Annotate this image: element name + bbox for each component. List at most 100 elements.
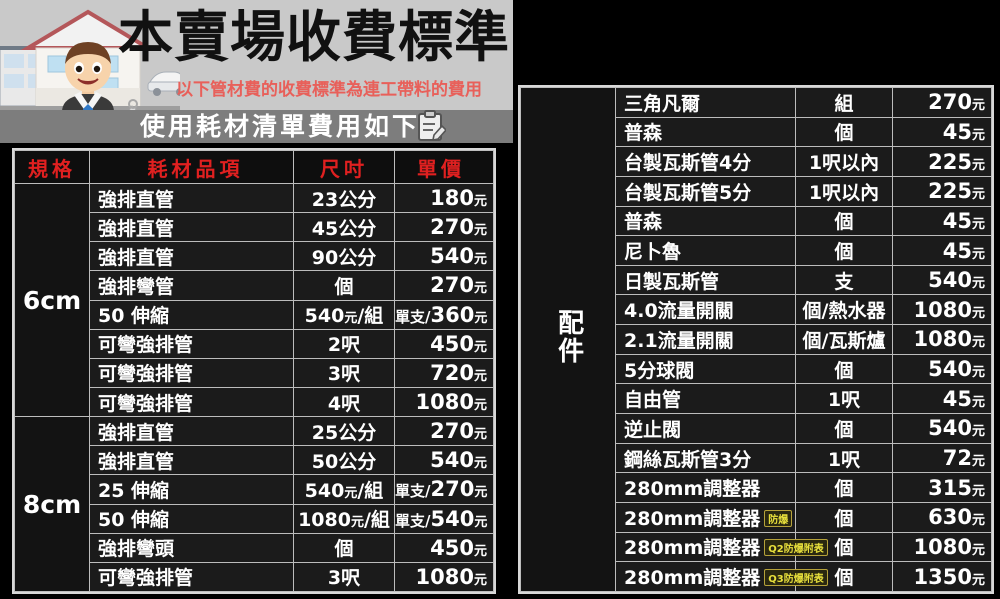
table-row: 280mm調整器 Q2防爆附表個 1080元 <box>521 531 992 563</box>
item-name-cell: 可彎強排管 <box>89 328 294 359</box>
size-cell: 個/熱水器 <box>795 294 893 326</box>
size-cell: 23公分 <box>293 182 395 214</box>
item-name-cell: 280mm調整器 <box>615 472 796 503</box>
table-row: 8cm 強排直管 25公分 270元 <box>14 416 494 592</box>
item-name-cell: 強排直管 <box>89 416 294 447</box>
table-row: 2.1流量開關 個/瓦斯爐 1080元 <box>521 324 992 355</box>
size-cell: 個/瓦斯爐 <box>795 324 893 355</box>
accessories-table-grid: 配件 三角凡爾組 270元 普森個 45元 台製瓦斯管4分 1呎以內 225元 台製瓦斯管5分 1… <box>520 87 992 592</box>
table-row: 280mm調整器 Q3防爆附表個 1350元 <box>521 561 992 592</box>
clipboard-icon <box>418 110 446 142</box>
table-row: 尼卜魯個 45元 <box>521 235 992 266</box>
table-row: 強排直管 45公分 270元 <box>15 212 494 243</box>
table-row: 台製瓦斯管4分 1呎以內 225元 <box>521 146 992 177</box>
item-name-cell: 280mm調整器 防爆 <box>615 501 796 533</box>
price-cell: 72元 <box>892 442 992 474</box>
size-cell: 個 <box>293 532 395 563</box>
item-name-cell: 強排彎管 <box>89 270 294 301</box>
table-row: 可彎強排管 3呎 720元 <box>15 357 494 388</box>
size-cell: 個 <box>293 270 395 301</box>
banner-subtitle: 以下管材費的收費標準為連工帶料的費用 <box>176 80 482 100</box>
price-cell: 225元 <box>892 146 992 177</box>
size-cell: 個 <box>795 413 893 444</box>
price-cell: 540元 <box>892 413 992 444</box>
price-cell: 720元 <box>394 357 494 388</box>
size-cell: 個 <box>795 531 893 563</box>
item-name-cell: 鋼絲瓦斯管3分 <box>615 442 796 474</box>
table-row: 50 伸縮 540元/組 單支/360元 <box>15 299 494 330</box>
item-name-cell: 4.0流量開關 <box>615 294 796 326</box>
item-name-cell: 普森 <box>615 205 796 237</box>
item-name-cell: 台製瓦斯管4分 <box>615 146 796 177</box>
price-cell: 1350元 <box>892 561 992 592</box>
size-cell: 1呎 <box>795 442 893 474</box>
size-cell: 1呎以內 <box>795 146 893 177</box>
page-title: 本賣場收費標準 <box>118 5 511 69</box>
price-cell: 270元 <box>394 212 494 243</box>
size-cell: 3呎 <box>293 561 395 593</box>
table-row: 4.0流量開關 個/熱水器 1080元 <box>521 294 992 326</box>
item-name-cell: 強排直管 <box>89 182 294 214</box>
column-header-3: 單價 <box>394 150 494 184</box>
category-cell: 配件 <box>520 87 616 592</box>
table-row: 5分球閥個 540元 <box>521 353 992 385</box>
price-cell: 225元 <box>892 175 992 207</box>
price-cell: 270元 <box>892 87 992 118</box>
size-cell: 個 <box>795 353 893 385</box>
item-name-cell: 逆止閥 <box>615 413 796 444</box>
price-cell: 45元 <box>892 205 992 237</box>
price-cell: 540元 <box>892 264 992 296</box>
table-row: 普森個 45元 <box>521 205 992 237</box>
table-row: 強排彎頭個 450元 <box>15 532 494 563</box>
table-row: 配件 三角凡爾組 270元 <box>520 87 992 592</box>
item-name-cell: 280mm調整器 Q2防爆附表 <box>615 531 828 563</box>
spec-cell: 8cm <box>14 416 90 592</box>
item-name-cell: 強排直管 <box>89 445 294 476</box>
banner-strip-text: 使用耗材清單費用如下 <box>140 112 421 141</box>
table-row: 逆止閥個 540元 <box>521 413 992 444</box>
size-cell: 個 <box>795 501 893 533</box>
price-cell: 1080元 <box>892 324 992 355</box>
price-cell: 單支/540元 <box>394 503 494 534</box>
table-row: 自由管 1呎 45元 <box>521 383 992 415</box>
table-header-row: 規格 耗材品項 尺吋 單價 <box>14 150 494 184</box>
price-cell: 540元 <box>892 353 992 385</box>
table-row: 280mm調整器個 315元 <box>521 472 992 503</box>
table-row: 強排彎管個 270元 <box>15 270 494 301</box>
size-cell: 540元/組 <box>293 474 395 505</box>
item-name-cell: 台製瓦斯管5分 <box>615 175 796 207</box>
table-row: 280mm調整器 防爆個 630元 <box>521 501 992 533</box>
price-cell: 450元 <box>394 328 494 359</box>
table-row: 6cm 強排直管 23公分 180元 <box>14 182 494 418</box>
price-cell: 45元 <box>892 116 992 148</box>
size-cell: 1呎 <box>795 383 893 415</box>
price-cell: 單支/360元 <box>394 299 494 330</box>
table-row: 50 伸縮 1080元/組 單支/540元 <box>15 503 494 534</box>
table-row: 強排直管 50公分 540元 <box>15 445 494 476</box>
table-row: 日製瓦斯管支 540元 <box>521 264 992 296</box>
spec-cell: 6cm <box>14 182 90 418</box>
badge: Q3防爆附表 <box>764 569 828 587</box>
table-row: 台製瓦斯管5分 1呎以內 225元 <box>521 175 992 207</box>
table-row: 普森個 45元 <box>521 116 992 148</box>
size-cell: 個 <box>795 116 893 148</box>
price-cell: 單支/270元 <box>394 474 494 505</box>
price-cell: 315元 <box>892 472 992 503</box>
item-name-cell: 50 伸縮 <box>89 503 294 534</box>
size-cell: 個 <box>795 472 893 503</box>
size-cell: 4呎 <box>293 386 395 418</box>
accessories-table: 配件 三角凡爾組 270元 普森個 45元 台製瓦斯管4分 1呎以內 225元 台製瓦斯管5分 1… <box>518 85 994 594</box>
column-header-0: 規格 <box>14 150 90 184</box>
item-name-cell: 強排直管 <box>89 212 294 243</box>
header-banner: 本賣場收費標準 以下管材費的收費標準為連工帶料的費用 使用耗材清單費用如下 <box>0 0 513 143</box>
item-name-cell: 25 伸縮 <box>89 474 294 505</box>
table-row: 可彎強排管 3呎 1080元 <box>15 561 494 593</box>
price-cell: 1080元 <box>394 386 494 418</box>
item-name-cell: 尼卜魯 <box>615 235 796 266</box>
table-row: 強排直管 90公分 540元 <box>15 241 494 272</box>
size-cell: 個 <box>795 235 893 266</box>
item-name-cell: 5分球閥 <box>615 353 796 385</box>
badge: 防爆 <box>764 509 793 527</box>
size-cell: 25公分 <box>293 416 395 447</box>
